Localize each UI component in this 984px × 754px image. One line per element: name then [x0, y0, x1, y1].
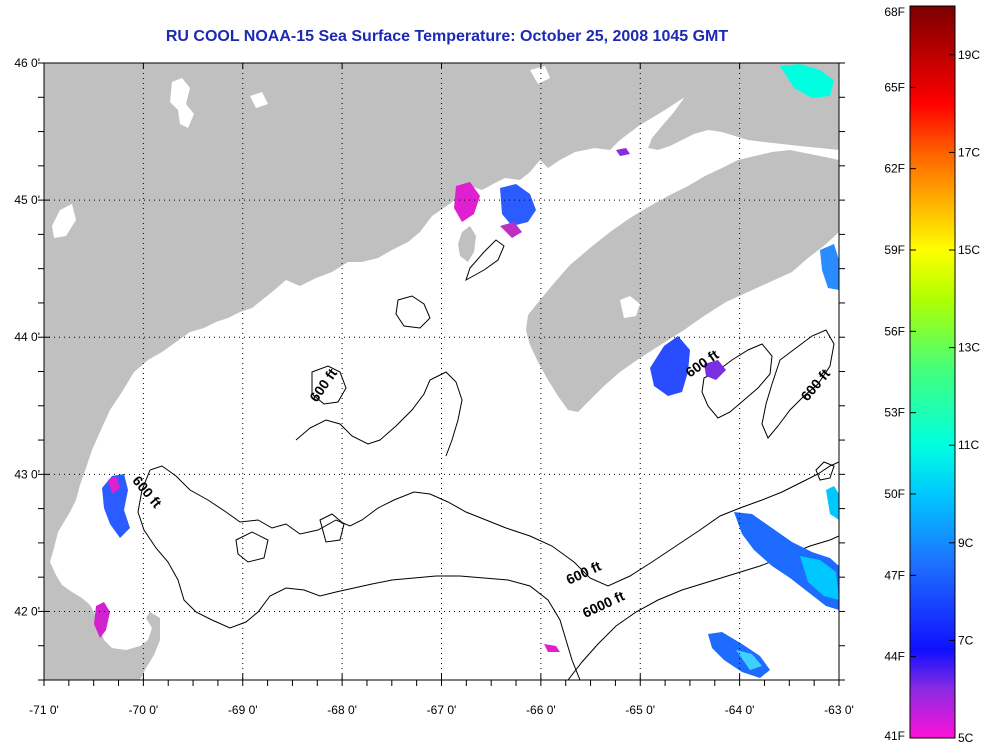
sst-patch-east-edge [820, 244, 839, 290]
colorbar-c-label: 15C [958, 243, 980, 257]
sst-patch-east-edge-lower [826, 486, 839, 520]
contour-600ft [319, 513, 345, 543]
contour-600ft [149, 461, 839, 587]
colorbar-c-label: 7C [958, 633, 974, 647]
colorbar-f-label: 59F [884, 243, 905, 257]
northern-land-strip [648, 63, 839, 150]
sst-patch-bay-of-fundy [500, 184, 536, 226]
contour-600ft [311, 365, 347, 405]
colorbar-c-label: 19C [958, 48, 980, 62]
sst-patch-south-small [544, 644, 560, 652]
contour-600ft [465, 239, 505, 282]
contour-600ft [295, 371, 463, 457]
colorbar-f-label: 68F [884, 5, 905, 19]
x-tick-label: -70 0' [129, 703, 159, 717]
colorbar-f-label: 41F [884, 729, 905, 743]
sst-patch-cape-cod-bay [94, 602, 110, 638]
colorbar-f-label: 50F [884, 487, 905, 501]
x-tick-label: -71 0' [29, 703, 59, 717]
colorbar-f-label: 65F [884, 80, 905, 94]
colorbar-celsius-labels: 19C 17C 15C 13C 11C 9C 7C 5C [949, 48, 980, 745]
sst-patches [94, 64, 839, 678]
mainland-land [44, 63, 690, 680]
map-layers [44, 63, 839, 680]
colorbar-f-label: 56F [884, 324, 905, 338]
colorbar-f-label: 47F [884, 568, 905, 582]
y-tick-label: 43 0' [14, 467, 40, 481]
y-tick-label: 46 0' [14, 56, 40, 70]
grand-manan-island [458, 226, 476, 262]
colorbar-c-label: 11C [958, 438, 979, 452]
inland-lake [52, 204, 76, 238]
x-tick-label: -65 0' [625, 703, 655, 717]
bathymetry-contours [137, 239, 839, 680]
contour-600ft [761, 329, 835, 439]
contour-6000ft [567, 535, 839, 680]
colorbar-fahrenheit-labels: 68F 65F 62F 59F 56F 53F 50F 47F 44F 41F [884, 5, 916, 743]
contour-600ft [137, 469, 581, 680]
map-title: RU COOL NOAA-15 Sea Surface Temperature:… [165, 28, 729, 45]
x-tick-label: -69 0' [228, 703, 258, 717]
contour-600ft [701, 343, 773, 419]
y-tick-label: 45 0' [14, 193, 40, 207]
sst-patch-fundy-tiny [616, 148, 630, 156]
sst-patch-bay-of-fundy-magenta [454, 182, 480, 222]
sst-patch-nova-scotia-south [650, 336, 690, 396]
y-axis-ticks: 46 0' 45 0' 44 0' 43 0' 42 0' [14, 56, 845, 681]
sst-patch-north-corner [780, 64, 834, 98]
y-tick-label: 42 0' [14, 604, 40, 618]
contour-600ft [395, 295, 431, 329]
sst-patch-cape-ann-magenta [108, 476, 120, 494]
x-tick-label: -63 0' [824, 703, 854, 717]
colorbar-c-label: 9C [958, 536, 974, 550]
inland-lake [250, 92, 268, 108]
contour-600ft [235, 531, 269, 563]
inland-lake [620, 296, 640, 318]
x-tick-label: -64 0' [725, 703, 755, 717]
colorbar-c-label: 5C [958, 731, 974, 745]
sst-patch-nova-scotia-small [704, 360, 726, 380]
contour-600ft [815, 461, 835, 481]
colorbar [909, 5, 956, 739]
nova-scotia-land [526, 150, 839, 412]
sst-patch-bay-of-fundy-small [500, 222, 522, 238]
x-tick-label: -66 0' [526, 703, 556, 717]
inland-lake [530, 66, 550, 84]
sst-patch-georges-bank-east-cyan [800, 556, 839, 600]
x-tick-label: -67 0' [427, 703, 457, 717]
colorbar-f-label: 53F [884, 406, 905, 420]
colorbar-f-label: 44F [884, 650, 905, 664]
y-tick-label: 44 0' [14, 330, 40, 344]
sst-patch-cape-ann [102, 474, 130, 538]
colorbar-c-label: 17C [958, 145, 980, 159]
inland-lake [170, 78, 194, 128]
colorbar-c-label: 13C [958, 341, 980, 355]
x-axis-ticks: -71 0' -70 0' -69 0' -68 0' -67 0' -66 0' -65 … [29, 63, 854, 717]
sst-patch-southeast-cyan [736, 650, 762, 670]
x-tick-label: -68 0' [327, 703, 357, 717]
colorbar-f-label: 62F [884, 162, 905, 176]
